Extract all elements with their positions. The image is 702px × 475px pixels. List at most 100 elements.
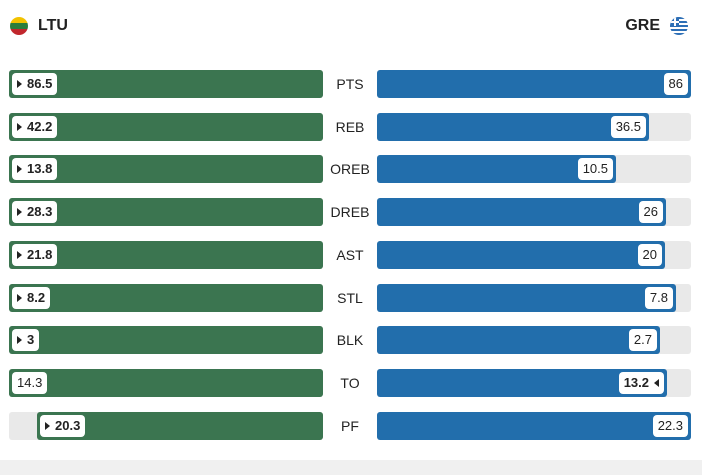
left-value: 13.8 bbox=[12, 158, 58, 180]
left-bar: 14.3 bbox=[9, 369, 323, 397]
right-bar: 13.2 bbox=[377, 369, 667, 397]
lithuania-flag-icon bbox=[10, 17, 28, 35]
right-value: 10.5 bbox=[577, 158, 613, 180]
right-bar: 7.8 bbox=[377, 284, 676, 312]
stat-row-stl: 8.2 STL 7.8 bbox=[0, 284, 702, 314]
left-bar: 21.8 bbox=[9, 241, 323, 269]
stat-label: TO bbox=[340, 375, 360, 391]
left-value-text: 20.3 bbox=[55, 418, 81, 433]
comparison-header: LTU GRE bbox=[0, 0, 702, 58]
right-bar: 10.5 bbox=[377, 155, 616, 183]
right-bar: 36.5 bbox=[377, 113, 649, 141]
right-value-text: 10.5 bbox=[582, 161, 608, 176]
caret-left-icon bbox=[654, 378, 659, 387]
left-value: 20.3 bbox=[40, 415, 86, 437]
stat-row-ast: 21.8 AST 20 bbox=[0, 241, 702, 271]
right-value-text: 22.3 bbox=[657, 418, 683, 433]
right-track: 26 bbox=[377, 198, 691, 226]
left-track: 42.2 bbox=[9, 113, 323, 141]
right-value-text: 13.2 bbox=[623, 375, 649, 390]
stat-row-oreb: 13.8 OREB 10.5 bbox=[0, 155, 702, 185]
footer-strip bbox=[0, 460, 702, 475]
stat-label: BLK bbox=[336, 332, 364, 348]
stat-row-blk: 3 BLK 2.7 bbox=[0, 326, 702, 356]
left-bar: 28.3 bbox=[9, 198, 323, 226]
left-value-text: 28.3 bbox=[27, 204, 53, 219]
greece-flag-icon bbox=[670, 17, 688, 35]
team-right[interactable]: GRE bbox=[625, 17, 688, 35]
left-value: 86.5 bbox=[12, 73, 58, 95]
left-value: 3 bbox=[12, 329, 40, 351]
right-bar: 86 bbox=[377, 70, 691, 98]
left-bar: 13.8 bbox=[9, 155, 323, 183]
caret-right-icon bbox=[17, 79, 22, 88]
stat-label: STL bbox=[337, 290, 363, 306]
caret-right-icon bbox=[17, 293, 22, 302]
stat-label: PF bbox=[341, 418, 359, 434]
right-value-text: 86 bbox=[668, 76, 683, 91]
caret-right-icon bbox=[17, 122, 22, 131]
left-track: 28.3 bbox=[9, 198, 323, 226]
right-bar: 2.7 bbox=[377, 326, 660, 354]
left-track: 86.5 bbox=[9, 70, 323, 98]
left-value-text: 14.3 bbox=[17, 375, 43, 390]
right-value: 2.7 bbox=[628, 329, 657, 351]
left-value: 28.3 bbox=[12, 201, 58, 223]
stat-row-reb: 42.2 REB 36.5 bbox=[0, 113, 702, 143]
left-bar: 86.5 bbox=[9, 70, 323, 98]
team-left[interactable]: LTU bbox=[10, 17, 68, 35]
right-value-text: 20 bbox=[642, 247, 657, 262]
left-track: 21.8 bbox=[9, 241, 323, 269]
right-value-text: 36.5 bbox=[615, 119, 641, 134]
left-bar: 3 bbox=[9, 326, 323, 354]
team-right-code: GRE bbox=[625, 17, 660, 34]
caret-right-icon bbox=[45, 421, 50, 430]
left-value-text: 13.8 bbox=[27, 161, 53, 176]
right-track: 10.5 bbox=[377, 155, 691, 183]
right-value: 13.2 bbox=[618, 372, 664, 394]
right-value: 26 bbox=[638, 201, 663, 223]
left-bar: 8.2 bbox=[9, 284, 323, 312]
stat-row-dreb: 28.3 DREB 26 bbox=[0, 198, 702, 228]
stat-row-pf: 20.3 PF 22.3 bbox=[0, 412, 702, 442]
stat-row-pts: 86.5 PTS 86 bbox=[0, 70, 702, 100]
left-value: 14.3 bbox=[12, 372, 48, 394]
left-value-text: 8.2 bbox=[27, 290, 46, 305]
right-bar: 20 bbox=[377, 241, 665, 269]
left-track: 20.3 bbox=[9, 412, 323, 440]
caret-right-icon bbox=[17, 250, 22, 259]
right-track: 36.5 bbox=[377, 113, 691, 141]
left-track: 14.3 bbox=[9, 369, 323, 397]
left-value-text: 3 bbox=[27, 332, 35, 347]
left-value-text: 86.5 bbox=[27, 76, 53, 91]
caret-right-icon bbox=[17, 335, 22, 344]
stat-label: OREB bbox=[330, 161, 370, 177]
right-track: 86 bbox=[377, 70, 691, 98]
right-track: 2.7 bbox=[377, 326, 691, 354]
team-left-code: LTU bbox=[38, 17, 68, 34]
right-track: 7.8 bbox=[377, 284, 691, 312]
left-bar: 20.3 bbox=[37, 412, 323, 440]
right-value-text: 7.8 bbox=[649, 290, 668, 305]
left-value: 42.2 bbox=[12, 116, 58, 138]
right-track: 20 bbox=[377, 241, 691, 269]
right-value-text: 2.7 bbox=[633, 332, 652, 347]
left-track: 13.8 bbox=[9, 155, 323, 183]
right-value-text: 26 bbox=[643, 204, 658, 219]
right-value: 22.3 bbox=[652, 415, 688, 437]
right-bar: 26 bbox=[377, 198, 666, 226]
right-value: 20 bbox=[637, 244, 662, 266]
left-track: 3 bbox=[9, 326, 323, 354]
stat-label: PTS bbox=[336, 76, 364, 92]
right-value: 7.8 bbox=[644, 287, 673, 309]
left-value-text: 42.2 bbox=[27, 119, 53, 134]
left-value: 21.8 bbox=[12, 244, 58, 266]
right-value: 86 bbox=[663, 73, 688, 95]
stat-label: REB bbox=[335, 119, 365, 135]
left-value: 8.2 bbox=[12, 287, 51, 309]
left-bar: 42.2 bbox=[9, 113, 323, 141]
right-track: 13.2 bbox=[377, 369, 691, 397]
stat-row-to: 14.3 TO 13.2 bbox=[0, 369, 702, 399]
left-track: 8.2 bbox=[9, 284, 323, 312]
stat-label: AST bbox=[336, 247, 364, 263]
